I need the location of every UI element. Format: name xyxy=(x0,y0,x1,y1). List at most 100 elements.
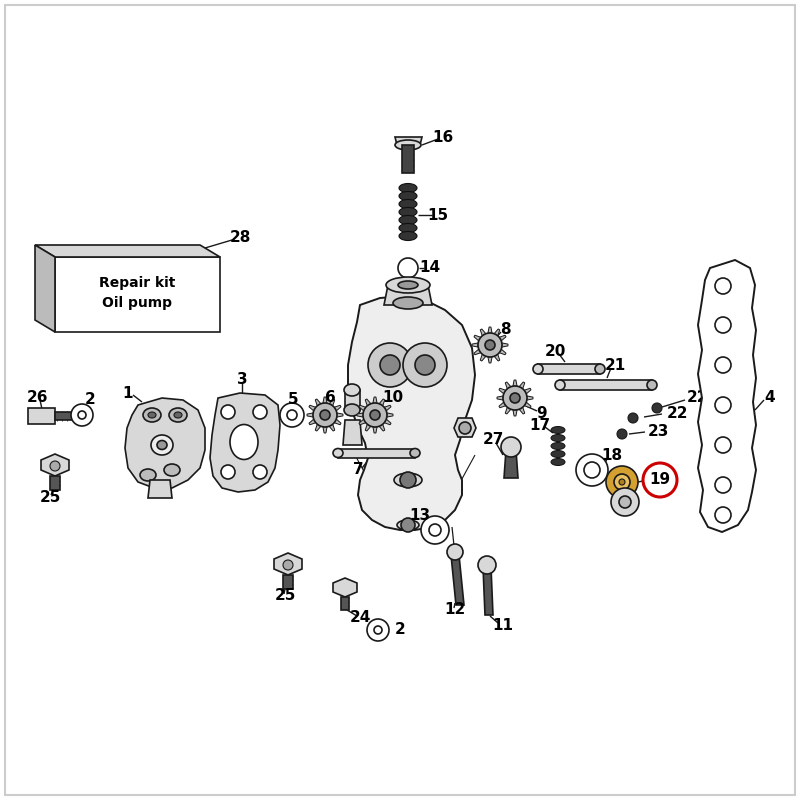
Ellipse shape xyxy=(399,191,417,201)
Circle shape xyxy=(415,355,435,375)
Polygon shape xyxy=(454,418,476,437)
Polygon shape xyxy=(499,402,506,408)
Ellipse shape xyxy=(551,450,565,458)
Polygon shape xyxy=(338,449,415,458)
Text: 24: 24 xyxy=(350,610,370,626)
Polygon shape xyxy=(524,388,531,394)
Polygon shape xyxy=(334,406,341,411)
Circle shape xyxy=(447,544,463,560)
Ellipse shape xyxy=(140,469,156,481)
FancyBboxPatch shape xyxy=(5,5,795,795)
Circle shape xyxy=(617,429,627,439)
Polygon shape xyxy=(329,424,334,431)
Ellipse shape xyxy=(386,277,430,293)
Polygon shape xyxy=(499,388,506,394)
Circle shape xyxy=(313,403,337,427)
Circle shape xyxy=(71,404,93,426)
Polygon shape xyxy=(472,343,478,347)
Ellipse shape xyxy=(551,458,565,466)
Circle shape xyxy=(283,560,293,570)
Polygon shape xyxy=(497,396,503,400)
Circle shape xyxy=(478,556,496,574)
Polygon shape xyxy=(499,335,506,341)
Ellipse shape xyxy=(230,425,258,459)
Polygon shape xyxy=(506,382,511,389)
Polygon shape xyxy=(341,597,349,610)
Text: 23: 23 xyxy=(647,425,669,439)
Ellipse shape xyxy=(399,231,417,241)
Circle shape xyxy=(715,317,731,333)
Text: 16: 16 xyxy=(432,130,454,145)
Polygon shape xyxy=(35,245,220,257)
Polygon shape xyxy=(323,397,327,403)
Polygon shape xyxy=(125,398,205,488)
Polygon shape xyxy=(474,349,481,354)
Circle shape xyxy=(459,422,471,434)
Circle shape xyxy=(715,437,731,453)
Ellipse shape xyxy=(169,408,187,422)
Text: 5: 5 xyxy=(288,393,298,407)
Circle shape xyxy=(606,466,638,498)
Circle shape xyxy=(652,403,662,413)
Text: 13: 13 xyxy=(410,507,430,522)
Text: 28: 28 xyxy=(230,230,250,245)
Polygon shape xyxy=(366,399,371,406)
Text: 10: 10 xyxy=(382,390,403,406)
Polygon shape xyxy=(494,354,500,361)
Ellipse shape xyxy=(394,473,422,487)
Polygon shape xyxy=(560,380,652,390)
Ellipse shape xyxy=(398,281,418,289)
Polygon shape xyxy=(309,406,316,411)
Ellipse shape xyxy=(595,364,605,374)
Circle shape xyxy=(50,461,60,471)
Circle shape xyxy=(619,496,631,508)
Ellipse shape xyxy=(399,223,417,233)
Ellipse shape xyxy=(551,434,565,442)
Circle shape xyxy=(715,477,731,493)
Ellipse shape xyxy=(164,464,180,476)
Circle shape xyxy=(398,258,418,278)
Circle shape xyxy=(429,524,441,536)
Ellipse shape xyxy=(174,412,182,418)
Polygon shape xyxy=(323,427,327,433)
Circle shape xyxy=(400,472,416,488)
Circle shape xyxy=(501,437,521,457)
Circle shape xyxy=(370,410,380,420)
Text: 27: 27 xyxy=(482,433,504,447)
Polygon shape xyxy=(494,329,500,336)
Polygon shape xyxy=(506,407,511,414)
Text: 2: 2 xyxy=(394,622,406,638)
Polygon shape xyxy=(519,382,525,389)
Polygon shape xyxy=(379,424,385,431)
Polygon shape xyxy=(483,567,493,615)
Polygon shape xyxy=(274,553,302,575)
Polygon shape xyxy=(357,413,363,417)
Text: 12: 12 xyxy=(444,602,466,618)
Circle shape xyxy=(485,340,495,350)
Ellipse shape xyxy=(397,520,419,530)
Ellipse shape xyxy=(344,404,360,416)
Text: 25: 25 xyxy=(39,490,61,505)
Circle shape xyxy=(221,405,235,419)
Polygon shape xyxy=(474,335,481,341)
Circle shape xyxy=(715,357,731,373)
Circle shape xyxy=(715,397,731,413)
Polygon shape xyxy=(315,424,321,431)
Circle shape xyxy=(280,403,304,427)
Text: 15: 15 xyxy=(427,207,449,222)
Polygon shape xyxy=(384,285,432,305)
Circle shape xyxy=(503,386,527,410)
Ellipse shape xyxy=(333,449,343,458)
Polygon shape xyxy=(513,380,517,386)
Circle shape xyxy=(367,619,389,641)
Text: 6: 6 xyxy=(325,390,335,406)
Polygon shape xyxy=(307,413,313,417)
Polygon shape xyxy=(41,454,69,476)
Polygon shape xyxy=(387,413,393,417)
Polygon shape xyxy=(499,349,506,354)
Ellipse shape xyxy=(533,364,543,374)
Polygon shape xyxy=(480,354,486,361)
Polygon shape xyxy=(527,396,533,400)
Text: 21: 21 xyxy=(604,358,626,374)
Polygon shape xyxy=(519,407,525,414)
